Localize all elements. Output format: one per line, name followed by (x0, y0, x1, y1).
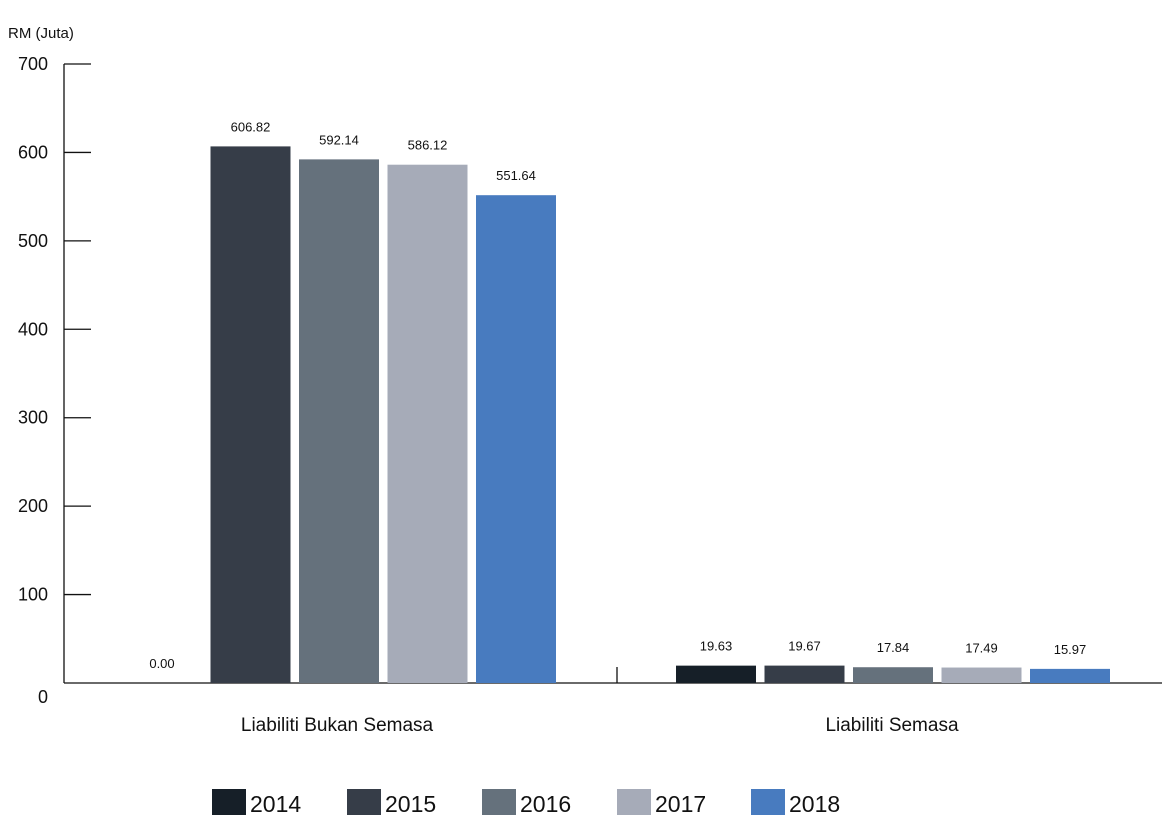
legend-label: 2015 (385, 791, 436, 815)
legend-swatch-2017 (617, 789, 651, 815)
legend-label: 2016 (520, 791, 571, 815)
y-tick-label: 600 (18, 142, 48, 162)
y-tick-label: 100 (18, 585, 48, 605)
legend-swatch-2018 (751, 789, 785, 815)
category-label: Liabiliti Bukan Semasa (241, 715, 434, 736)
bar-2016-semasa (853, 667, 933, 683)
y-tick-label: 700 (18, 54, 48, 74)
y-tick-label: 300 (18, 408, 48, 428)
data-label: 606.82 (231, 119, 271, 134)
legend-label: 2017 (655, 791, 706, 815)
category-label: Liabiliti Semasa (825, 715, 958, 736)
data-label: 592.14 (319, 132, 359, 147)
bar-2015-bukan-semasa (210, 146, 291, 684)
data-label: 586.12 (408, 138, 448, 153)
data-label: 19.63 (700, 639, 733, 654)
y-tick-label: 0 (38, 687, 48, 707)
bar-2015-semasa (764, 665, 845, 683)
bar-2018-semasa (1030, 668, 1110, 683)
bar-2014-semasa (676, 665, 756, 683)
data-label: 0.00 (149, 656, 174, 671)
data-label: 15.97 (1054, 642, 1087, 657)
legend-swatch-2015 (347, 789, 381, 815)
y-tick-label: 200 (18, 496, 48, 516)
y-tick-label: 500 (18, 231, 48, 251)
y-axis-title: RM (Juta) (8, 25, 74, 42)
legend-swatch-2014 (212, 789, 246, 815)
legend-label: 2014 (250, 791, 301, 815)
bar-2017-bukan-semasa (387, 164, 468, 683)
data-label: 17.49 (965, 641, 998, 656)
bar-2016-bukan-semasa (299, 159, 379, 684)
bar-2017-semasa (941, 667, 1022, 683)
y-tick-label: 400 (18, 319, 48, 339)
legend-swatch-2016 (482, 789, 516, 815)
data-label: 17.84 (877, 640, 910, 655)
data-label: 19.67 (788, 639, 821, 654)
legend-label: 2018 (789, 791, 840, 815)
data-label: 551.64 (496, 168, 536, 183)
bar-2018-bukan-semasa (476, 195, 556, 683)
